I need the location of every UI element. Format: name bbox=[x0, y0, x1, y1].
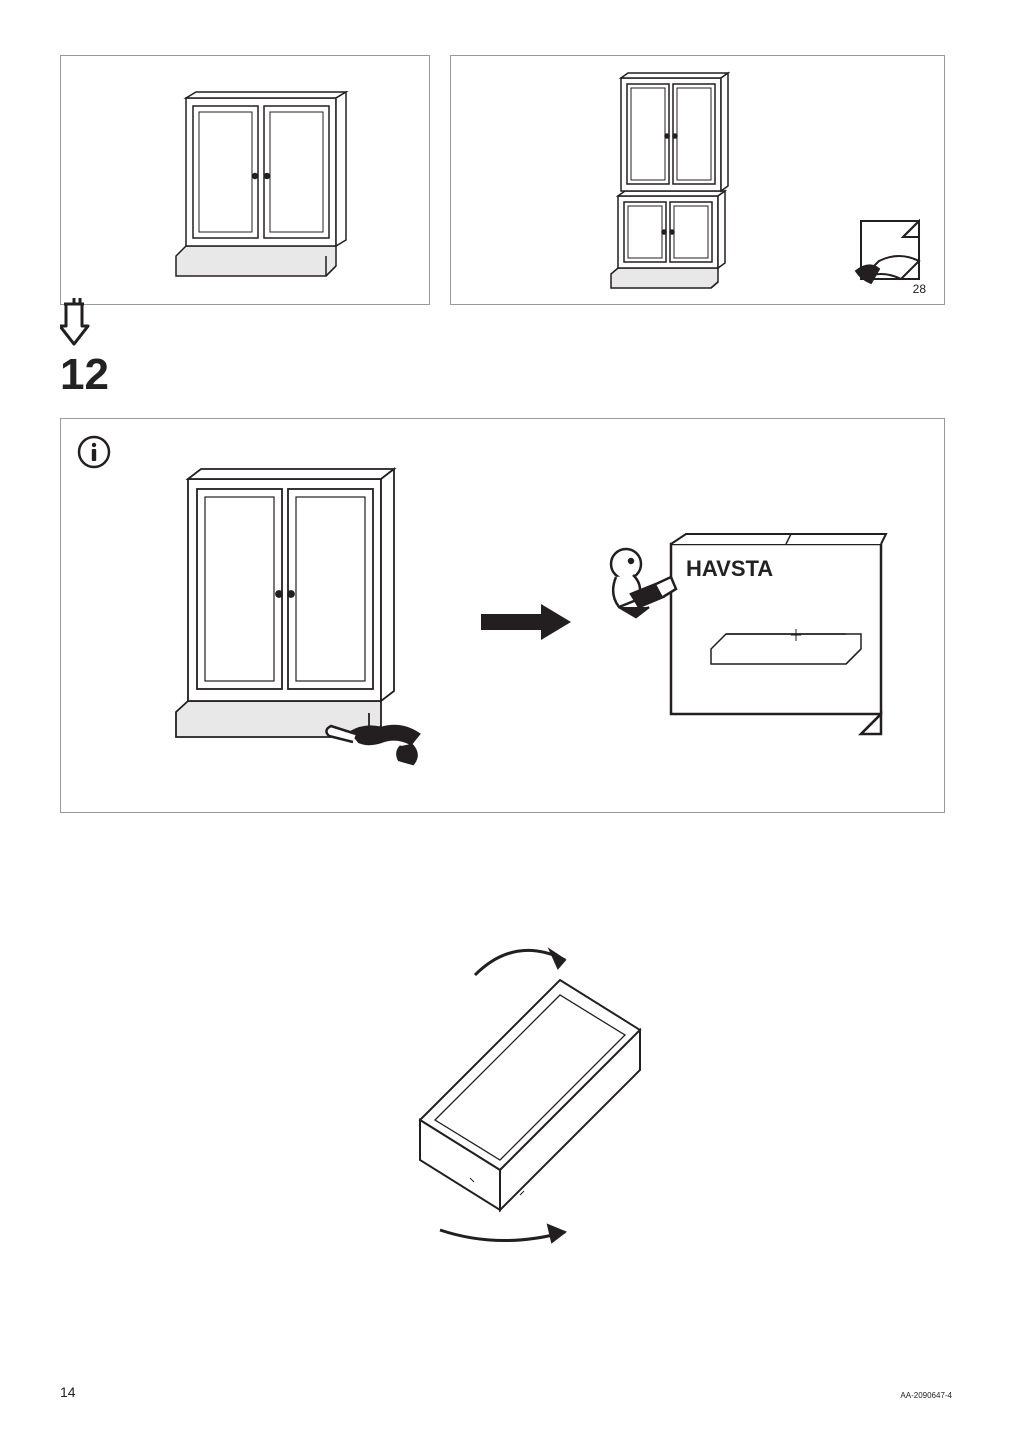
page-number: 14 bbox=[60, 1384, 76, 1400]
info-panel-illustration bbox=[61, 419, 946, 814]
info-panel: HAVSTA bbox=[60, 418, 945, 813]
panel-option-left bbox=[60, 55, 430, 305]
document-id: AA-2090647-4 bbox=[900, 1391, 952, 1400]
cabinet-tall-illustration bbox=[451, 56, 946, 306]
page-ref-28: 28 bbox=[913, 282, 926, 296]
cabinet-single-illustration bbox=[61, 56, 431, 306]
flip-plinth-diagram bbox=[380, 940, 680, 1260]
info-icon bbox=[76, 434, 112, 470]
step-number: 12 bbox=[60, 350, 109, 400]
instruction-page: 28 12 bbox=[0, 0, 1012, 1432]
down-arrow-icon bbox=[60, 298, 100, 348]
panel-option-right: 28 bbox=[450, 55, 945, 305]
product-name-label: HAVSTA bbox=[686, 556, 773, 582]
